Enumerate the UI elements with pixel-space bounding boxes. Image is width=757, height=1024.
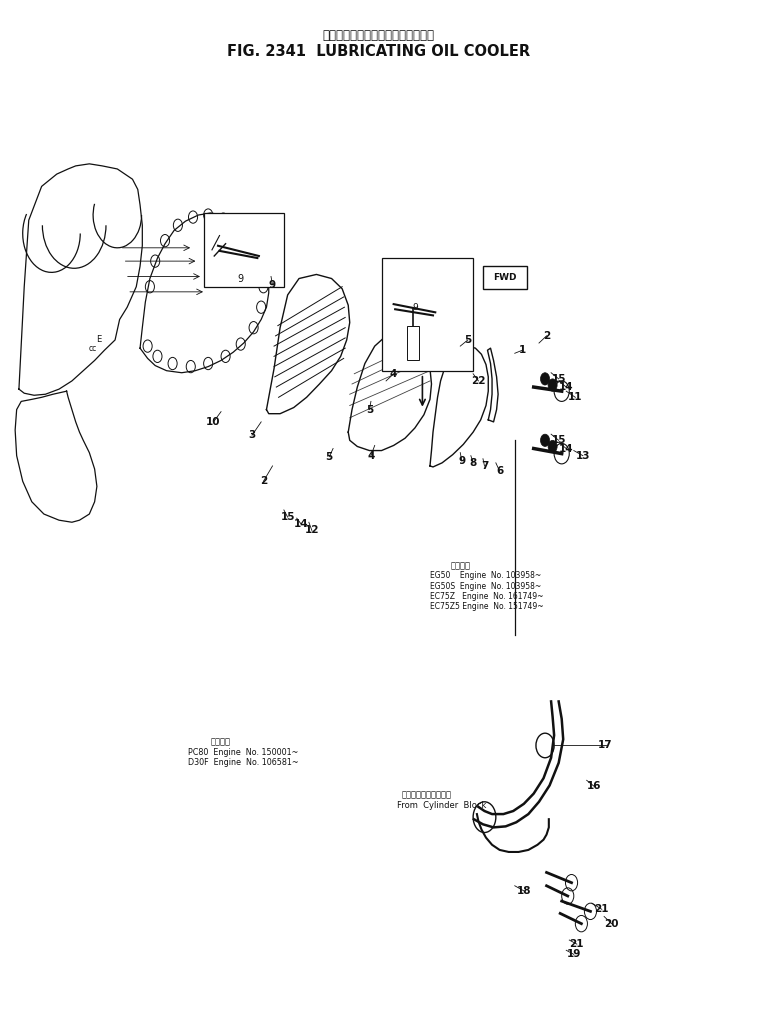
Text: 19: 19	[567, 949, 581, 959]
Circle shape	[540, 373, 550, 385]
Text: 10: 10	[206, 417, 221, 427]
Text: 17: 17	[598, 740, 613, 751]
Bar	[483, 266, 527, 289]
Text: From  Cylinder  Block: From Cylinder Block	[397, 801, 487, 810]
Text: FWD: FWD	[493, 273, 517, 282]
Text: 6: 6	[496, 466, 503, 476]
Text: 13: 13	[575, 451, 590, 461]
Text: 9: 9	[238, 273, 244, 284]
Text: 適用号機: 適用号機	[210, 737, 230, 746]
Bar	[407, 326, 419, 360]
Text: 9: 9	[458, 456, 466, 466]
Text: 9: 9	[269, 280, 276, 290]
Text: 2: 2	[543, 331, 550, 341]
Bar	[204, 213, 284, 287]
Text: 3: 3	[248, 430, 256, 440]
Text: 16: 16	[587, 781, 602, 792]
Text: 14: 14	[559, 382, 574, 392]
Text: 14: 14	[559, 443, 574, 454]
Text: 4: 4	[367, 451, 375, 461]
Bar	[382, 258, 473, 371]
Text: PC80  Engine  No. 150001~: PC80 Engine No. 150001~	[188, 748, 298, 757]
Text: 8: 8	[469, 458, 477, 468]
Text: EG50    Engine  No. 103958~: EG50 Engine No. 103958~	[430, 571, 541, 581]
Text: 1: 1	[519, 345, 526, 355]
Text: 5: 5	[326, 452, 333, 462]
Text: 4: 4	[390, 369, 397, 379]
Text: 21: 21	[594, 904, 609, 914]
Text: 20: 20	[604, 919, 619, 929]
Text: 15: 15	[551, 435, 566, 445]
Circle shape	[548, 379, 557, 391]
Text: E: E	[96, 336, 101, 344]
Text: 14: 14	[294, 519, 309, 529]
Text: 12: 12	[304, 525, 319, 536]
Text: D30F  Engine  No. 106581~: D30F Engine No. 106581~	[188, 758, 298, 767]
Text: 5: 5	[464, 335, 472, 345]
Text: ルーブリケーティングオイルクーラ: ルーブリケーティングオイルクーラ	[322, 29, 435, 42]
Circle shape	[548, 440, 557, 453]
Text: 7: 7	[481, 461, 488, 471]
Text: cc: cc	[89, 344, 96, 352]
Text: 21: 21	[569, 939, 584, 949]
Text: 9: 9	[412, 303, 418, 311]
Text: EC75Z5 Engine  No. 151749~: EC75Z5 Engine No. 151749~	[430, 602, 544, 611]
Text: EC75Z   Engine  No. 161749~: EC75Z Engine No. 161749~	[430, 592, 544, 601]
Text: FIG. 2341  LUBRICATING OIL COOLER: FIG. 2341 LUBRICATING OIL COOLER	[227, 44, 530, 59]
Text: 5: 5	[366, 404, 373, 415]
Text: 15: 15	[551, 374, 566, 384]
Text: 11: 11	[568, 392, 583, 402]
Text: 18: 18	[516, 886, 531, 896]
Text: シリンダブロックから: シリンダブロックから	[401, 791, 451, 800]
Text: 22: 22	[471, 376, 486, 386]
Text: EG50S  Engine  No. 103958~: EG50S Engine No. 103958~	[430, 582, 541, 591]
Circle shape	[540, 434, 550, 446]
Text: 2: 2	[260, 476, 267, 486]
Text: 15: 15	[280, 512, 295, 522]
Text: 適用号機: 適用号機	[450, 561, 470, 570]
